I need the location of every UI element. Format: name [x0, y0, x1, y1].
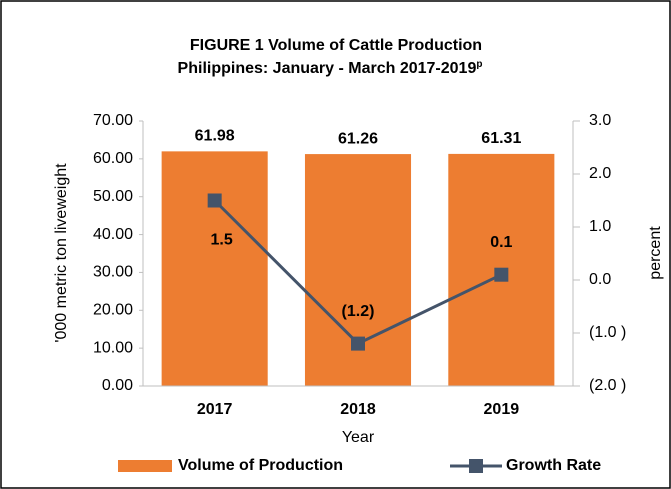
x-tick-label: 2019	[484, 401, 520, 418]
title-superscript: p	[476, 59, 482, 70]
y2-tick-label: 3.0	[589, 112, 611, 129]
y-tick-label: 0.00	[102, 377, 133, 394]
x-tick-label: 2017	[197, 401, 233, 418]
bar	[161, 151, 268, 386]
y-tick-label: 70.00	[93, 112, 133, 129]
chart-title: FIGURE 1 Volume of Cattle Production	[190, 37, 482, 54]
line-marker	[351, 336, 365, 351]
line-value-label: 1.5	[211, 232, 233, 249]
y-tick-label: 20.00	[93, 302, 133, 319]
line-marker	[207, 193, 222, 208]
y-tick-label: 10.00	[93, 339, 133, 356]
line-marker	[494, 267, 509, 282]
y2-axis-label: percent	[647, 226, 664, 280]
y2-tick-label: (1.0 )	[589, 324, 626, 341]
bar	[304, 154, 412, 386]
chart-title: Philippines: January - March 2017-2019p	[178, 59, 483, 78]
y2-tick-label: 0.0	[589, 271, 611, 288]
bar-value-label: 61.31	[481, 130, 521, 147]
y2-tick-label: 1.0	[589, 218, 611, 235]
y-tick-label: 50.00	[93, 188, 133, 205]
legend-label: Growth Rate	[506, 457, 601, 474]
bar-value-label: 61.98	[195, 128, 235, 145]
y-tick-label: 30.00	[93, 264, 133, 281]
y-tick-label: 60.00	[93, 150, 133, 167]
legend-swatch	[118, 460, 172, 472]
x-tick-label: 2018	[340, 401, 376, 418]
bar-value-label: 61.26	[338, 130, 378, 147]
title-line: Philippines: January - March 2017-2019	[178, 60, 477, 77]
line-value-label: 0.1	[490, 234, 512, 251]
x-axis-label: Year	[342, 429, 375, 446]
y2-tick-label: 2.0	[589, 165, 611, 182]
y2-tick-label: (2.0 )	[589, 377, 626, 394]
legend-marker	[469, 459, 483, 473]
y-tick-label: 40.00	[93, 226, 133, 243]
legend-label: Volume of Production	[178, 457, 343, 474]
y-axis-label: '000 metric ton liveweight	[53, 163, 70, 343]
line-value-label: (1.2)	[342, 303, 375, 320]
